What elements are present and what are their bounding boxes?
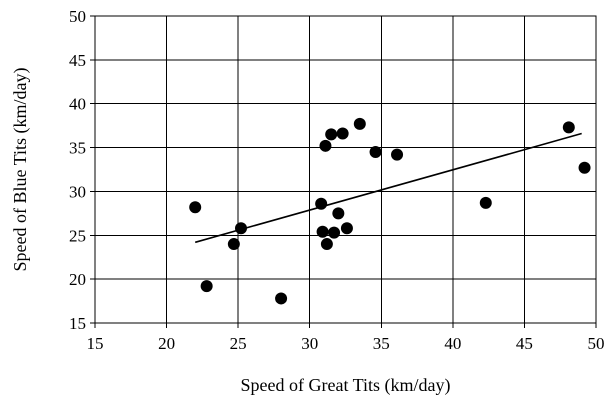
x-tick-label: 20: [158, 334, 175, 353]
data-point: [336, 127, 349, 140]
data-point: [319, 139, 332, 152]
y-axis-title: Speed of Blue Tits (km/day): [10, 67, 31, 271]
x-tick-label: 35: [373, 334, 390, 353]
x-axis-title: Speed of Great Tits (km/day): [241, 375, 451, 396]
data-point: [332, 207, 345, 220]
x-tick-label: 25: [230, 334, 247, 353]
x-tick-label: 40: [444, 334, 461, 353]
data-point: [369, 145, 382, 158]
data-point: [275, 292, 288, 305]
data-point: [353, 117, 366, 130]
data-point: [391, 148, 404, 161]
data-point: [189, 201, 202, 214]
x-tick-label: 50: [588, 334, 605, 353]
data-point: [320, 238, 333, 251]
x-tick-label: 30: [301, 334, 318, 353]
data-point: [200, 280, 213, 293]
data-point: [340, 222, 353, 235]
trend-line: [194, 132, 582, 244]
grid: [94, 15, 597, 324]
data-point: [227, 238, 240, 251]
y-tick-labels: 15 20 25 30 35 40 45 50: [69, 7, 86, 333]
x-tick-label: 45: [516, 334, 533, 353]
y-tick-label: 35: [69, 139, 86, 158]
x-tick-labels: 15 20 25 30 35 40 45 50: [87, 334, 605, 353]
data-points: [189, 117, 591, 305]
data-point: [316, 225, 329, 238]
y-tick-label: 50: [69, 7, 86, 26]
y-tick-label: 40: [69, 95, 86, 114]
data-point: [479, 196, 492, 209]
plot-area-frame: [94, 15, 597, 324]
data-point: [562, 121, 575, 134]
y-tick-label: 30: [69, 182, 86, 201]
data-point: [328, 226, 341, 239]
data-point: [235, 222, 248, 235]
x-tick-label: 15: [87, 334, 104, 353]
data-point: [315, 197, 328, 210]
y-tick-label: 15: [69, 314, 86, 333]
y-tick-label: 20: [69, 270, 86, 289]
data-point: [578, 161, 591, 174]
tick-marks: [90, 15, 597, 328]
y-tick-label: 45: [69, 51, 86, 70]
y-tick-label: 25: [69, 226, 86, 245]
data-point: [325, 128, 338, 141]
